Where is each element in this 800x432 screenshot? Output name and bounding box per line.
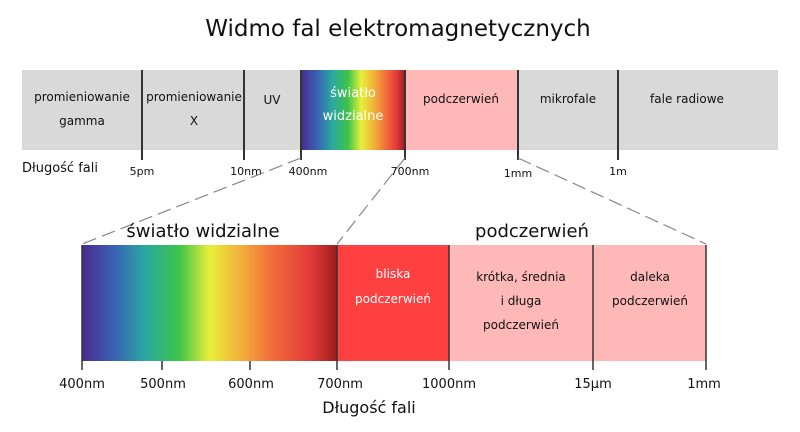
top-tick-700nm: 700nm	[391, 165, 430, 178]
bottom-tick-15um: 15µm	[574, 377, 611, 392]
mid-infrared-line2: i długa	[501, 294, 542, 308]
diagram-title: Widmo fal elektromagnetycznych	[205, 16, 591, 42]
segment-visible-line2: widzialne	[323, 109, 384, 124]
zoom-connector-middle	[336, 157, 406, 245]
bottom-tick-400nm: 400nm	[59, 377, 105, 392]
mid-infrared-line3: podczerwień	[483, 318, 559, 332]
segment-xray-line2: X	[190, 114, 198, 128]
bottom-tick-1mm: 1mm	[687, 377, 721, 392]
segment-uv: UV	[264, 93, 282, 107]
top-tick-5pm: 5pm	[130, 165, 155, 178]
top-tick-10nm: 10nm	[230, 165, 262, 178]
far-infrared-line2: podczerwień	[612, 294, 688, 308]
bottom-tick-600nm: 600nm	[228, 377, 274, 392]
segment-visible-line1: światło	[330, 86, 376, 101]
zoom-connector-right	[517, 157, 707, 245]
segment-infrared: podczerwień	[423, 92, 499, 106]
near-infrared-band	[337, 245, 449, 361]
far-infrared-line1: daleka	[630, 270, 670, 284]
bottom-tick-1000nm: 1000nm	[422, 377, 476, 392]
top-tick-400nm: 400nm	[289, 165, 328, 178]
mid-infrared-line1: krótka, średnia	[476, 270, 566, 284]
visible-heading: światło widzialne	[126, 221, 279, 242]
infrared-heading: podczerwień	[475, 221, 589, 242]
top-visible-band	[301, 70, 405, 150]
top-tick-1m: 1m	[609, 165, 627, 178]
bottom-visible-band	[82, 245, 337, 361]
bottom-tick-700nm: 700nm	[317, 377, 363, 392]
mid-far-infrared-band	[449, 245, 706, 361]
bottom-axis-title: Długość fali	[322, 398, 416, 417]
segment-radio: fale radiowe	[650, 92, 724, 106]
segment-xray-line1: promieniowanie	[146, 90, 242, 104]
near-infrared-line2: podczerwień	[355, 292, 431, 306]
bottom-tick-500nm: 500nm	[140, 377, 186, 392]
top-axis-title: Długość fali	[22, 161, 98, 176]
segment-microwave: mikrofale	[540, 92, 596, 106]
segment-gamma-line1: promieniowanie	[34, 90, 130, 104]
segment-gamma-line2: gamma	[59, 114, 105, 128]
top-tick-1mm: 1mm	[504, 167, 532, 180]
top-infrared-band	[405, 70, 518, 150]
near-infrared-line1: bliska	[376, 267, 411, 281]
